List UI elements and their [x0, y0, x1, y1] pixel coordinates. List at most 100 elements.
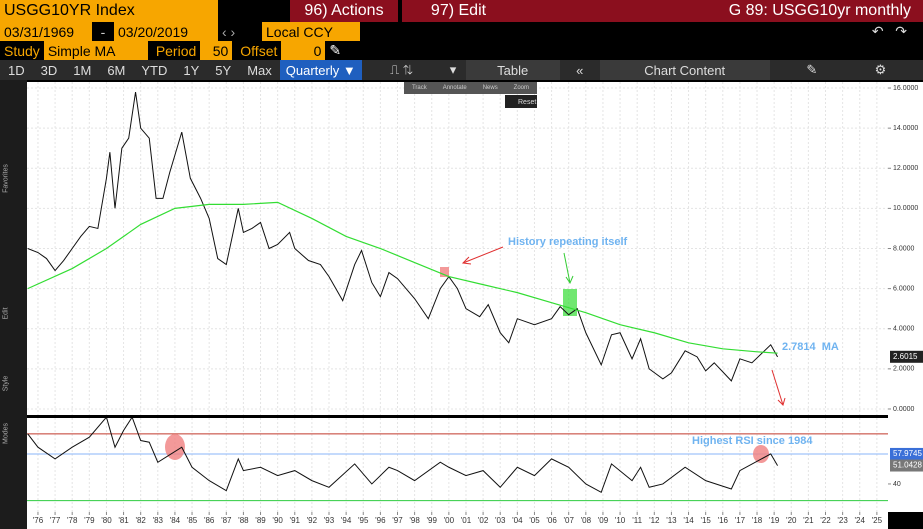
frequency-label[interactable]: Quarterly: [285, 62, 340, 78]
ranges: 1D 3D 1M 6M YTD 1Y 5Y Max: [0, 60, 280, 80]
range-button[interactable]: 1M: [73, 62, 92, 78]
mini-toolbar: [404, 82, 537, 94]
reset-button[interactable]: [505, 95, 537, 108]
range-bar: 1D 3D 1M 6M YTD 1Y 5Y Max Quarterly ▼ ⎍ ⇅ ▾ Tab…: [0, 60, 923, 80]
reset-label[interactable]: Reset: [518, 99, 536, 106]
y-tick-label: 8.0000: [893, 245, 915, 252]
x-tick-label: '14: [683, 516, 694, 525]
currency[interactable]: Local CCY: [262, 22, 360, 41]
y-tick-label: 14.0000: [893, 125, 918, 132]
y-axis-strip: [888, 82, 923, 512]
y-tick-label: 12.0000: [893, 165, 918, 172]
frequency[interactable]: Quarterly ▼: [279, 60, 362, 80]
security[interactable]: USGG10YR Index: [0, 0, 218, 22]
range-button[interactable]: 6M: [107, 62, 126, 78]
mini-tool[interactable]: Zoom: [513, 85, 529, 91]
table-button[interactable]: Table: [465, 60, 560, 80]
y-tick-label: 40: [893, 481, 901, 488]
x-tick-label: '04: [512, 516, 523, 525]
mini-tools: Track Annotate News Zoom: [404, 82, 537, 94]
chart-content[interactable]: Chart Content: [599, 60, 770, 80]
x-tick-label: '13: [666, 516, 677, 525]
x-tick-label: '00: [444, 516, 455, 525]
x-tick-label: '18: [752, 516, 763, 525]
actions-menu[interactable]: 96) Actions: [290, 0, 398, 22]
data-line: [27, 91, 779, 382]
x-tick-label: '21: [803, 516, 814, 525]
arrow-head: [565, 275, 574, 285]
nav-arrows[interactable]: ‹ ›: [222, 23, 236, 40]
x-tick-label: '99: [427, 516, 438, 525]
mini-tool[interactable]: Annotate: [442, 85, 467, 91]
start-date[interactable]: 03/31/1969: [0, 22, 92, 41]
x-tick-label: '05: [529, 516, 540, 525]
x-tick-label: '84: [170, 516, 181, 525]
annotation: History repeating itself: [508, 236, 628, 248]
study-label: Study: [4, 42, 40, 59]
x-tick-label: '06: [546, 516, 557, 525]
x-tick-label: '76: [33, 516, 44, 525]
mini-tool[interactable]: Track: [411, 85, 427, 91]
dropdown[interactable]: ▾: [449, 62, 457, 77]
range-button[interactable]: 5Y: [215, 62, 232, 78]
settings[interactable]: ✎ ⚙: [806, 62, 887, 77]
side-labels: Favorites Edit Style Modes: [0, 80, 27, 529]
offset[interactable]: 0: [281, 41, 326, 60]
last-value: 51.0428: [893, 461, 922, 470]
end-date[interactable]: 03/20/2019: [114, 22, 218, 41]
range-button[interactable]: YTD: [141, 62, 168, 78]
arrow: [563, 252, 571, 284]
page-title: G 89: USGG10yr monthly: [515, 0, 923, 22]
pen-icon[interactable]: ✎: [329, 42, 342, 58]
range-button[interactable]: Max: [247, 62, 272, 78]
x-tick-label: '25: [872, 516, 883, 525]
x-tick-label: '02: [478, 516, 489, 525]
data-line: [27, 418, 779, 494]
x-tick-label: '17: [735, 516, 746, 525]
range-button[interactable]: 1Y: [183, 62, 200, 78]
annotation: Highest RSI since 1984: [692, 435, 813, 447]
x-tick-label: '97: [392, 516, 403, 525]
x-tick-label: '94: [341, 516, 352, 525]
x-tick-label: '10: [615, 516, 626, 525]
x-axis-strip: [27, 512, 888, 529]
chart-tools[interactable]: ⎍ ⇅: [390, 62, 414, 77]
range-button[interactable]: 3D: [40, 62, 58, 78]
highlight-red: [440, 267, 449, 277]
x-tick-label: '87: [221, 516, 232, 525]
x-tick-label: '12: [649, 516, 660, 525]
y-tick-label: 4.0000: [893, 326, 915, 333]
x-tick-label: '23: [837, 516, 848, 525]
x-tick-label: '86: [204, 516, 215, 525]
last-value: 57.9745: [893, 449, 922, 458]
collapse[interactable]: «: [576, 62, 584, 78]
undo-redo[interactable]: ↶ ↷: [871, 23, 907, 39]
rsi-circle: [753, 445, 769, 463]
x-tick-label: '85: [187, 516, 198, 525]
x-tick-label: '15: [700, 516, 711, 525]
mini-tool[interactable]: News: [482, 85, 498, 91]
last-value: 2.6015: [893, 352, 918, 361]
annotation: 2.7814 MA: [782, 341, 839, 353]
x-tick-label: '03: [495, 516, 506, 525]
period-label: Period: [155, 42, 197, 59]
arrow-head: [461, 256, 472, 265]
x-tick-label: '11: [632, 516, 642, 525]
x-tick-label: '90: [272, 516, 283, 525]
last-value-box: [890, 459, 923, 472]
x-tick-label: '24: [855, 516, 866, 525]
last-value-box: [890, 447, 923, 460]
x-tick-label: '77: [50, 516, 61, 525]
study-bar: Study Simple MA Period 50 Offset 0 ✎: [0, 41, 923, 60]
period[interactable]: 50: [200, 41, 233, 60]
title-bar: USGG10YR Index 96) Actions 97) Edit G 89…: [0, 0, 923, 22]
x-tick-label: '01: [461, 516, 472, 525]
y-tick-label: 10.0000: [893, 205, 918, 212]
side-label: Style: [2, 375, 10, 392]
study[interactable]: Simple MA: [43, 41, 148, 60]
range-button[interactable]: 1D: [8, 62, 25, 78]
y-tick-label: 6.0000: [893, 285, 915, 292]
edit-menu[interactable]: 97) Edit: [402, 0, 515, 22]
arrow: [771, 369, 784, 406]
